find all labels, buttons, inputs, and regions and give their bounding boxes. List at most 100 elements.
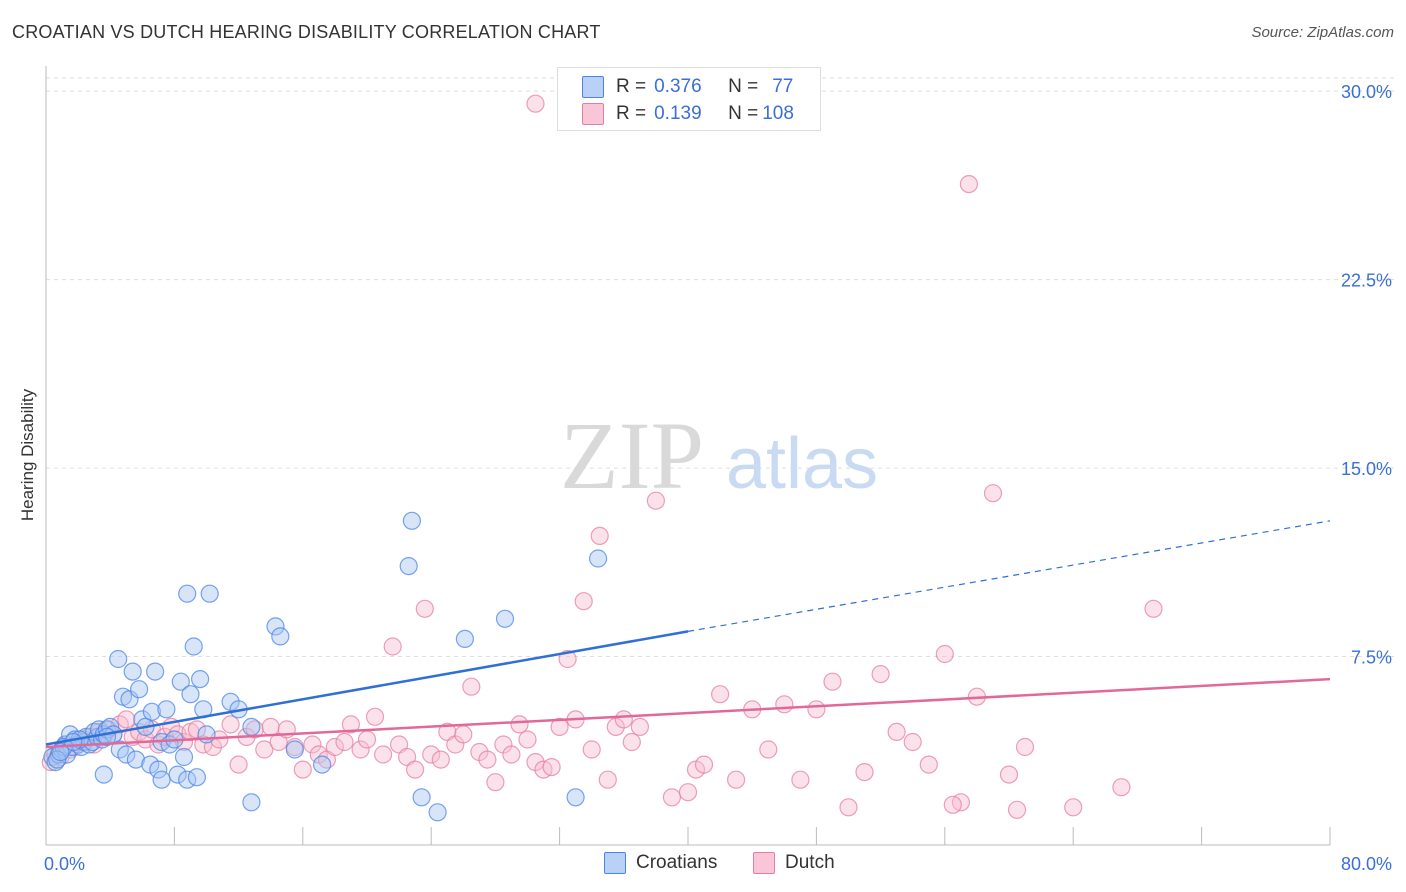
grid-lines — [46, 77, 1394, 658]
croatian-points — [43, 511, 608, 822]
x-tick-label: 0.0% — [44, 854, 85, 874]
source-credit: Source: ZipAtlas.com — [1251, 24, 1394, 41]
watermark: ZIP atlas — [560, 402, 878, 509]
data-point — [550, 717, 569, 737]
data-point — [662, 788, 682, 807]
data-point — [303, 735, 322, 754]
data-point — [678, 783, 698, 802]
data-point — [178, 584, 197, 603]
legend-row-dutch: R = 0.139 N = 108 — [582, 102, 794, 126]
croatians-legend-swatch — [604, 852, 626, 874]
data-point — [313, 755, 332, 774]
data-point — [261, 717, 280, 737]
data-point — [455, 629, 474, 649]
data-point — [374, 745, 393, 764]
data-point — [221, 715, 240, 734]
data-point — [117, 745, 136, 764]
data-point — [341, 715, 360, 734]
data-point — [999, 765, 1019, 784]
data-point — [126, 750, 145, 769]
data-point — [839, 798, 858, 817]
data-point — [149, 760, 168, 779]
data-point — [855, 762, 874, 782]
legend-r-label: R = — [616, 76, 647, 97]
data-point — [285, 740, 304, 759]
data-point — [1015, 737, 1035, 757]
data-point — [759, 740, 778, 759]
data-point — [94, 765, 113, 784]
data-point — [152, 770, 171, 789]
data-point — [191, 669, 210, 689]
data-point — [1144, 599, 1163, 618]
legend-r-value: 0.376 — [654, 76, 702, 97]
dutch-points — [41, 94, 1163, 819]
data-point — [462, 677, 481, 696]
data-point — [510, 715, 529, 734]
data-point — [486, 773, 505, 792]
data-point — [710, 685, 730, 704]
data-point — [399, 556, 418, 576]
data-point — [903, 732, 922, 752]
y-tick-label: 30.0% — [1341, 82, 1392, 102]
data-point — [406, 760, 425, 779]
data-point — [197, 725, 216, 744]
tick-labels: 7.5% 15.0% 22.5% 30.0% 0.0% 80.0% — [44, 82, 1392, 874]
data-point — [157, 700, 176, 719]
data-point — [935, 644, 954, 664]
data-point — [694, 755, 714, 774]
legend-n-label: N = — [728, 103, 759, 124]
x-tick-label: 80.0% — [1341, 854, 1392, 874]
legend-n-label: N = — [728, 76, 759, 97]
data-point — [242, 793, 261, 812]
data-point — [983, 484, 1003, 503]
data-point — [791, 770, 810, 789]
data-point — [919, 755, 938, 774]
data-point — [590, 526, 609, 546]
data-point — [422, 745, 441, 764]
data-point — [454, 725, 473, 744]
data-point — [174, 747, 194, 767]
data-point — [622, 732, 641, 752]
legend-item-dutch[interactable]: Dutch — [753, 852, 835, 874]
data-point — [1112, 778, 1131, 797]
data-point — [526, 94, 545, 113]
data-point — [325, 737, 344, 757]
data-point — [412, 788, 431, 807]
series-legend: Croatians Dutch — [0, 852, 1406, 878]
data-point — [184, 637, 203, 656]
y-tick-label: 22.5% — [1341, 271, 1392, 291]
legend-r-value: 0.139 — [654, 103, 702, 124]
data-point — [171, 672, 190, 691]
dutch-trend-line — [45, 677, 1331, 749]
data-point — [943, 795, 962, 814]
trend-lines — [45, 520, 1331, 749]
data-point — [415, 599, 434, 618]
legend-r-label: R = — [616, 103, 647, 124]
dutch-legend-label: Dutch — [785, 852, 835, 873]
data-point — [242, 717, 261, 737]
watermark-zip: ZIP — [560, 402, 704, 509]
data-point — [428, 803, 447, 822]
data-point — [431, 750, 450, 769]
data-point — [566, 788, 585, 807]
dutch-legend-swatch — [753, 852, 775, 874]
data-point — [630, 717, 650, 737]
data-point — [365, 707, 385, 726]
data-point — [478, 750, 497, 769]
data-point — [502, 745, 521, 764]
data-point — [402, 511, 421, 530]
data-point — [807, 700, 826, 719]
data-point — [542, 757, 561, 777]
data-point — [146, 662, 165, 681]
data-point — [51, 742, 70, 762]
data-point — [959, 175, 979, 194]
croatians-trend-line — [45, 630, 689, 746]
data-point — [646, 491, 666, 510]
croatians-swatch — [582, 76, 604, 98]
legend-item-croatians[interactable]: Croatians — [604, 852, 717, 874]
y-tick-label: 7.5% — [1351, 648, 1392, 668]
data-point — [229, 755, 248, 774]
data-point — [1064, 798, 1083, 817]
data-point — [357, 730, 377, 749]
